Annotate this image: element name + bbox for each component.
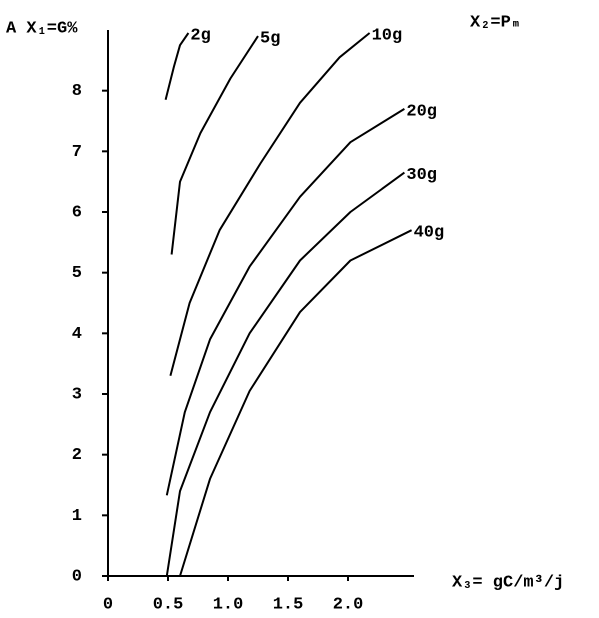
- curve: [165, 108, 405, 496]
- x-axis-label: X₃= gC/m³/j: [452, 572, 564, 592]
- y-tick-label: 7: [72, 143, 82, 162]
- y-tick-label: 6: [72, 203, 82, 222]
- x-tick-label: 2.0: [333, 595, 364, 614]
- y-tick-label: 5: [72, 264, 82, 283]
- curve: [170, 35, 259, 255]
- curve-label: 40g: [414, 224, 445, 243]
- curve: [179, 229, 413, 577]
- y-tick-label: 0: [72, 567, 82, 586]
- legend-title: X₂=Pₘ: [470, 13, 521, 32]
- y-tick-label: 8: [72, 82, 82, 101]
- curve-label: 5g: [260, 30, 280, 49]
- curve-label: 10g: [372, 27, 403, 46]
- curve: [165, 171, 405, 577]
- y-tick-label: 4: [72, 325, 82, 344]
- x-tick-label: 1.0: [213, 595, 244, 614]
- x-tick-label: 0: [103, 595, 113, 614]
- y-axis-label: A X₁=G%: [6, 19, 78, 38]
- curve-label: 20g: [406, 102, 437, 121]
- x-tick-label: 0.5: [153, 595, 184, 614]
- curve-label: 30g: [406, 166, 437, 185]
- curve: [164, 32, 190, 101]
- y-tick-label: 2: [72, 446, 82, 465]
- y-tick-label: 3: [72, 385, 82, 404]
- curve: [169, 32, 371, 377]
- curve-label: 2g: [190, 27, 210, 46]
- y-tick-label: 1: [72, 507, 82, 526]
- x-tick-label: 1.5: [273, 595, 304, 614]
